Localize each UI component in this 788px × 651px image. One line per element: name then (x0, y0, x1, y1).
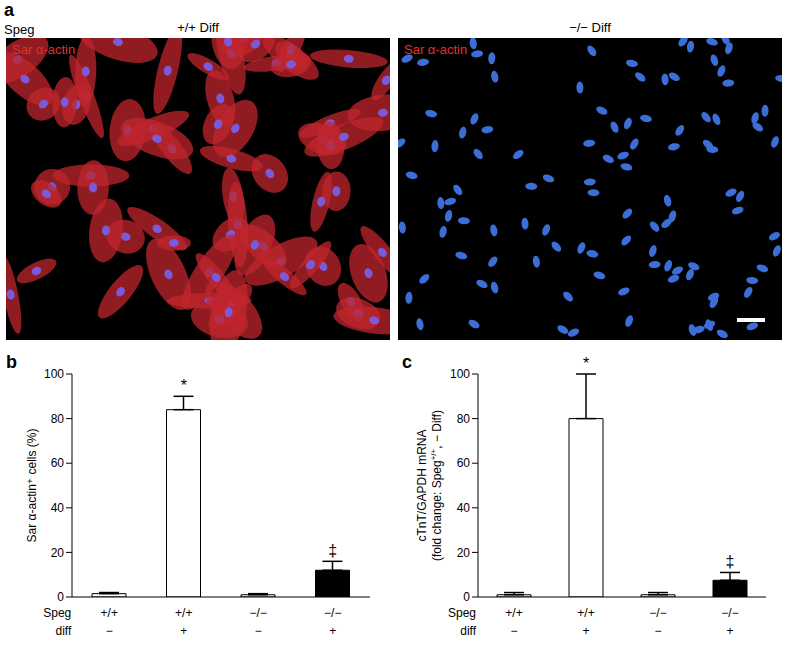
svg-text:−: − (510, 624, 517, 638)
svg-text:+/+: +/+ (505, 606, 522, 620)
svg-text:+: + (329, 624, 336, 638)
svg-text:+/+: +/+ (101, 606, 118, 620)
svg-text:Speg: Speg (43, 606, 71, 620)
svg-text:‡: ‡ (328, 542, 337, 559)
svg-text:80: 80 (51, 412, 65, 426)
html-text:Speg: Speg (4, 22, 35, 37)
svg-text:100: 100 (44, 367, 64, 381)
svg-text:20: 20 (457, 546, 471, 560)
svg-text:cTnT/GAPDH mRNA(fold change: S: cTnT/GAPDH mRNA(fold change: Speg+/+, − … (415, 410, 444, 561)
svg-text:diff: diff (55, 624, 71, 638)
svg-text:Sar α-actin: Sar α-actin (12, 42, 75, 57)
svg-text:40: 40 (51, 501, 65, 515)
svg-text:−/−: −/− (250, 606, 267, 620)
svg-text:0: 0 (57, 590, 64, 604)
svg-text:80: 80 (457, 412, 471, 426)
svg-text:−: − (255, 624, 262, 638)
html-text:−/− Diff: −/− Diff (569, 20, 611, 35)
svg-text:−/−: −/− (649, 606, 666, 620)
svg-text:Sar α-actin: Sar α-actin (404, 42, 467, 57)
svg-text:40: 40 (457, 501, 471, 515)
svg-text:*: * (181, 377, 187, 394)
svg-text:60: 60 (51, 456, 65, 470)
svg-text:‡: ‡ (726, 553, 735, 570)
svg-text:−: − (106, 624, 113, 638)
html-text:+/+ Diff: +/+ Diff (177, 20, 219, 35)
svg-text:20: 20 (51, 546, 65, 560)
svg-text:*: * (583, 355, 589, 372)
svg-text:+/+: +/+ (577, 606, 594, 620)
svg-text:Sar α-actin⁺ cells (%): Sar α-actin⁺ cells (%) (25, 429, 39, 543)
svg-text:+: + (582, 624, 589, 638)
html-text:a: a (4, 0, 14, 20)
svg-text:0: 0 (463, 590, 470, 604)
svg-text:−/−: −/− (721, 606, 738, 620)
svg-text:100: 100 (450, 367, 470, 381)
html-text:b: b (6, 352, 17, 372)
svg-text:−/−: −/− (324, 606, 341, 620)
svg-text:diff: diff (460, 624, 476, 638)
svg-text:+: + (726, 624, 733, 638)
html-text:c: c (402, 352, 412, 372)
svg-text:+/+: +/+ (175, 606, 192, 620)
svg-text:Speg: Speg (448, 606, 476, 620)
svg-text:−: − (654, 624, 661, 638)
svg-text:60: 60 (457, 456, 471, 470)
svg-text:+: + (180, 624, 187, 638)
